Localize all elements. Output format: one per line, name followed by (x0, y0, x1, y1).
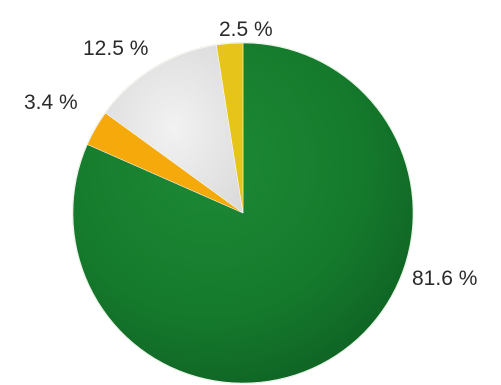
label-12-5: 12.5 % (83, 37, 148, 60)
label-3-4: 3.4 % (24, 91, 78, 114)
label-81-6: 81.6 % (412, 267, 477, 290)
label-2-5: 2.5 % (219, 18, 273, 41)
pie-labels: 81.6 % 3.4 % 12.5 % 2.5 % (24, 18, 477, 290)
pie-slices (72, 42, 414, 384)
pie-slice-125 (105, 44, 244, 214)
pie-slice-25 (216, 42, 244, 214)
